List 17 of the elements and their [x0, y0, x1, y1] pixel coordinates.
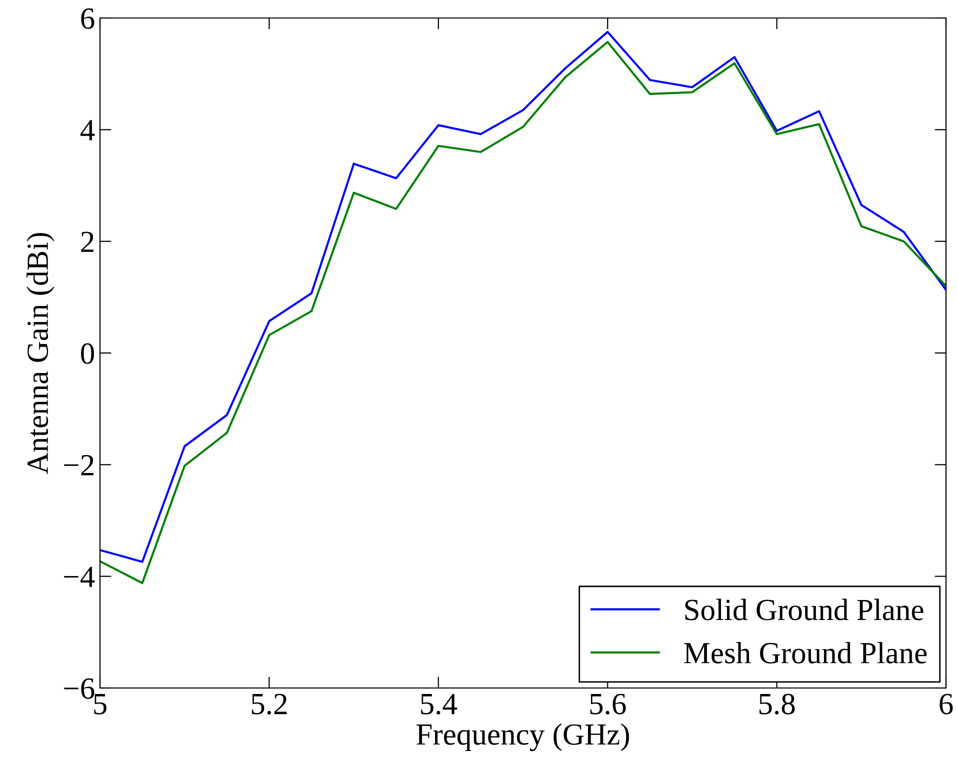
y-tick-label: −6 [64, 678, 94, 699]
y-tick-label: 0 [81, 343, 94, 364]
x-tick-label: 5.6 [590, 694, 626, 714]
x-tick-label: 5 [94, 694, 106, 714]
y-tick-label: 2 [81, 232, 94, 252]
y-tick-label: −4 [64, 566, 95, 587]
x-tick-label: 5.4 [421, 694, 458, 714]
x-tick-label: 6 [940, 694, 953, 714]
legend-label: Mesh Ground Plane [684, 642, 927, 664]
legend-label: Solid Ground Plane [685, 598, 924, 620]
x-axis-title: Frequency (GHz) [416, 723, 629, 752]
y-tick-label: −2 [64, 455, 94, 476]
x-tick-label: 5.8 [759, 694, 795, 714]
y-axis-title: Antenna Gain (dBi) [26, 233, 54, 474]
y-tick-label: 6 [81, 8, 94, 29]
y-tick-label: 4 [80, 120, 95, 140]
x-tick-label: 5.2 [252, 694, 287, 714]
